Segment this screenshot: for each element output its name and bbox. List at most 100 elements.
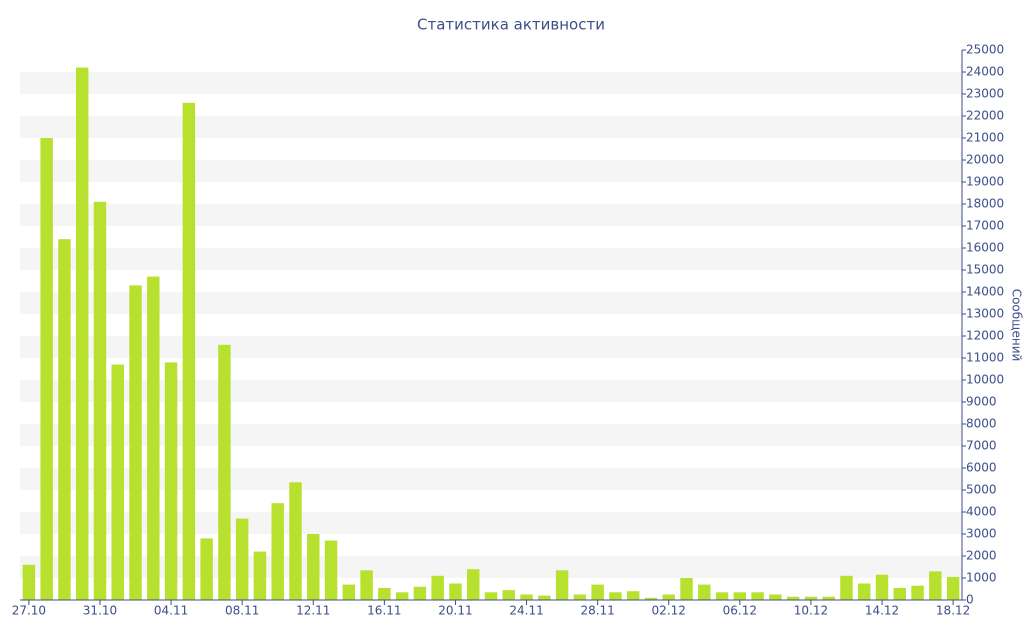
bar	[804, 596, 818, 600]
y-tick-label: 12000	[966, 329, 1004, 343]
bar	[235, 518, 249, 600]
y-tick-label: 22000	[966, 109, 1004, 123]
bar	[911, 585, 924, 600]
bar	[253, 551, 267, 600]
bar	[200, 538, 213, 600]
y-tick-label: 18000	[966, 197, 1004, 211]
bar	[840, 575, 853, 600]
x-tick-label: 08.11	[225, 604, 259, 618]
y-tick-label: 1000	[966, 571, 997, 585]
bar	[662, 594, 675, 600]
y-tick-label: 14000	[966, 285, 1004, 299]
bar	[289, 482, 302, 600]
bar	[573, 594, 587, 600]
grid-band	[20, 116, 962, 138]
x-tick-label: 16.11	[367, 604, 401, 618]
y-tick-label: 0	[966, 593, 974, 607]
bar	[378, 587, 391, 600]
bar	[929, 571, 942, 600]
y-tick-label: 15000	[966, 263, 1004, 277]
x-tick-label: 14.12	[865, 604, 899, 618]
bar	[644, 597, 658, 600]
bar	[307, 534, 320, 600]
x-tick-label: 18.12	[936, 604, 970, 618]
y-tick-label: 11000	[966, 351, 1004, 365]
bar	[733, 592, 747, 600]
bar	[93, 201, 107, 601]
y-tick-label: 23000	[966, 87, 1004, 101]
y-tick-label: 8000	[966, 417, 997, 431]
x-tick-label: 20.11	[438, 604, 472, 618]
y-tick-label: 24000	[966, 65, 1004, 79]
bar	[698, 584, 711, 600]
bar	[129, 285, 142, 600]
bar	[360, 570, 373, 600]
bar	[431, 575, 444, 600]
bar	[75, 67, 89, 601]
bar	[164, 362, 178, 600]
y-tick-label: 6000	[966, 461, 997, 475]
x-tick-label: 04.11	[154, 604, 188, 618]
grid-band	[20, 424, 962, 446]
grid-band	[20, 204, 962, 226]
y-tick-label: 21000	[966, 131, 1004, 145]
chart-title: Статистика активности	[417, 16, 605, 34]
bar	[58, 239, 71, 600]
bar	[395, 592, 409, 600]
x-tick-label: 24.11	[509, 604, 543, 618]
bar	[538, 595, 551, 600]
bar	[147, 276, 160, 600]
bar	[893, 587, 907, 600]
y-tick-label: 25000	[966, 43, 1004, 57]
bar	[858, 583, 871, 600]
grid-band	[20, 468, 962, 490]
y-tick-label: 9000	[966, 395, 997, 409]
x-tick-label: 27.10	[12, 604, 46, 618]
bar	[342, 584, 356, 600]
x-tick-label: 10.12	[794, 604, 828, 618]
bar	[769, 594, 782, 600]
bar	[40, 138, 53, 600]
grid-band	[20, 292, 962, 314]
bar	[449, 583, 462, 600]
x-tick-label: 12.11	[296, 604, 330, 618]
y-tick-label: 3000	[966, 527, 997, 541]
bar	[680, 578, 693, 600]
y-tick-label: 20000	[966, 153, 1004, 167]
bar	[822, 596, 835, 600]
bar	[182, 102, 196, 601]
grid-band	[20, 512, 962, 534]
y-tick-label: 19000	[966, 175, 1004, 189]
bar	[626, 591, 640, 600]
y-axis-label: Сообщений	[1010, 289, 1024, 362]
grid-band	[20, 336, 962, 358]
bar	[324, 540, 338, 600]
bar	[271, 503, 284, 600]
bar	[502, 590, 515, 600]
bar	[555, 570, 569, 600]
x-tick-label: 31.10	[83, 604, 117, 618]
y-tick-label: 2000	[966, 549, 997, 563]
y-tick-label: 10000	[966, 373, 1004, 387]
y-tick-label: 13000	[966, 307, 1004, 321]
bar	[520, 594, 533, 600]
y-tick-label: 16000	[966, 241, 1004, 255]
bar	[22, 564, 36, 600]
bar	[413, 586, 427, 600]
y-tick-label: 4000	[966, 505, 997, 519]
bar	[591, 584, 604, 600]
y-tick-label: 17000	[966, 219, 1004, 233]
bar	[875, 574, 889, 600]
bar	[467, 569, 480, 600]
x-tick-label: 02.12	[652, 604, 686, 618]
grid-band	[20, 248, 962, 270]
bar	[946, 576, 960, 600]
x-tick-label: 28.11	[580, 604, 614, 618]
y-tick-label: 5000	[966, 483, 997, 497]
bar	[609, 592, 622, 600]
grid-band	[20, 160, 962, 182]
bar	[111, 364, 124, 600]
bar	[786, 596, 800, 600]
grid-band	[20, 72, 962, 94]
